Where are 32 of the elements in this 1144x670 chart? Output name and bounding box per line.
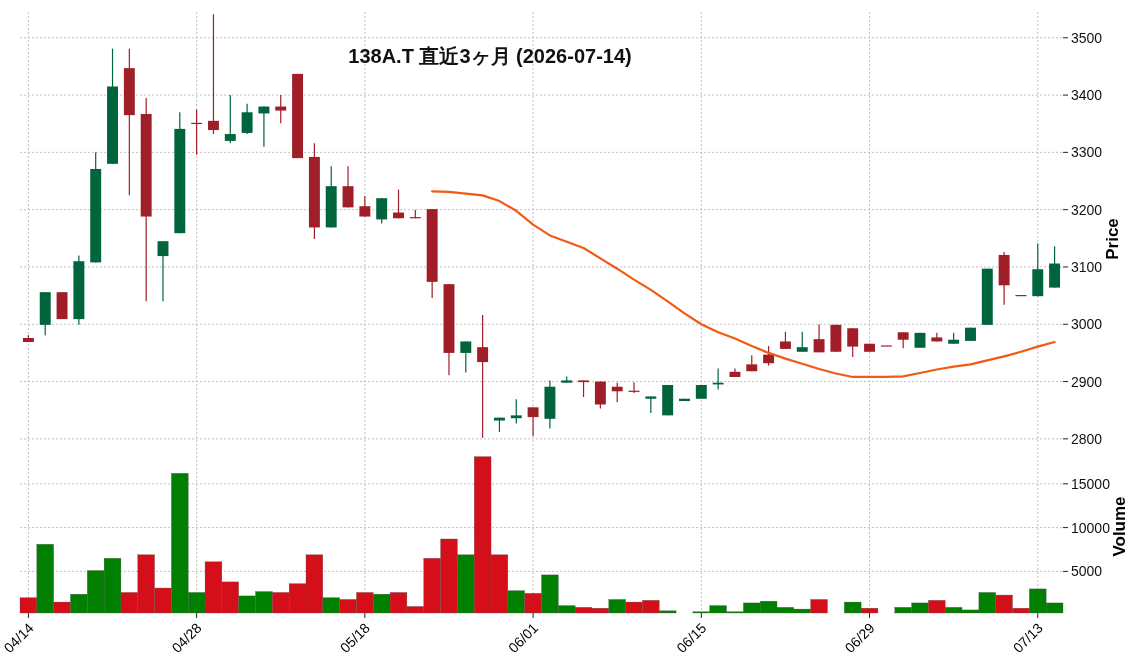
y-tick-label: 3200 <box>1071 201 1103 218</box>
y-tick-label: 3400 <box>1071 87 1103 104</box>
candlestick <box>207 13 219 135</box>
candlestick <box>359 195 371 218</box>
y-tick-label: 15000 <box>1071 475 1111 492</box>
candlestick <box>847 327 859 358</box>
candlestick <box>224 94 236 144</box>
candlestick <box>460 340 472 373</box>
y-tick-label: 3500 <box>1071 29 1103 46</box>
y-tick-label: 3100 <box>1071 258 1103 275</box>
candlestick <box>813 323 825 353</box>
y-tick-label: 3300 <box>1071 144 1103 161</box>
candlestick <box>477 314 489 439</box>
candlestick <box>275 94 287 124</box>
candlestick <box>796 331 808 353</box>
y-tick-label: 10000 <box>1071 519 1111 536</box>
candlestick <box>594 380 606 410</box>
y-tick-label: 2900 <box>1071 373 1103 390</box>
candlestick <box>157 240 169 302</box>
y-tick-label: 2800 <box>1071 430 1103 447</box>
y-tick-label: 3000 <box>1071 316 1103 333</box>
candlestick <box>763 345 775 367</box>
candlestick <box>510 398 522 424</box>
line-series <box>431 190 1056 379</box>
y-tick-label: 5000 <box>1071 563 1103 580</box>
y-axis-title: Price <box>1103 218 1122 260</box>
y-axis-title: Volume <box>1110 496 1129 557</box>
text: 138A.T 直近3ヶ月 (2026-07-14) <box>348 45 632 67</box>
candlestick <box>376 197 388 225</box>
candlestick <box>241 103 253 135</box>
candlestick <box>527 406 539 437</box>
candlestick <box>342 165 354 208</box>
